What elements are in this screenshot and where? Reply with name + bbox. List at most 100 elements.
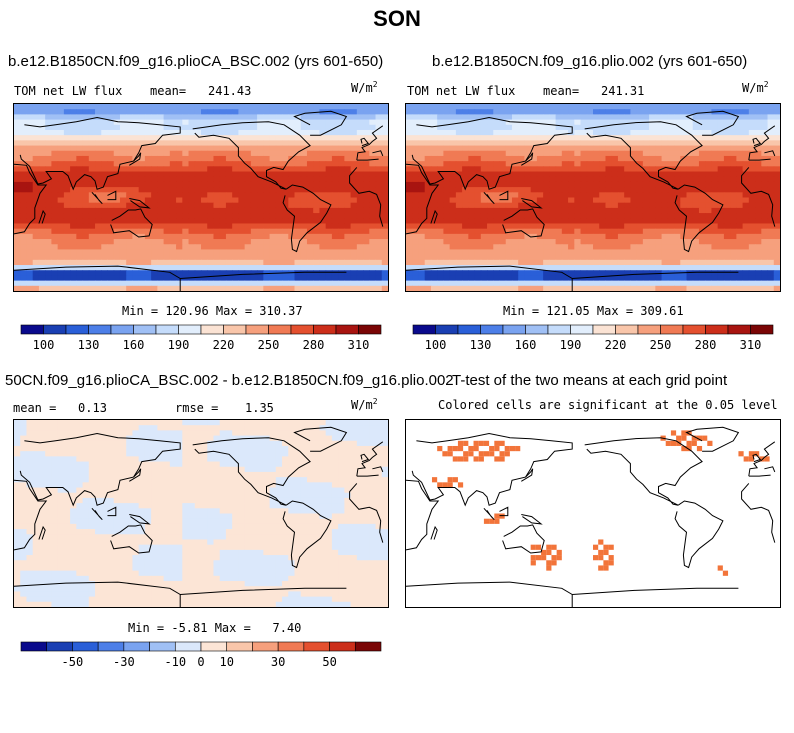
map-bl-cell [144, 420, 152, 426]
map-tr-cell [755, 155, 762, 162]
map-tr-cell [723, 259, 731, 266]
map-tl-cell [250, 244, 258, 250]
map-tr-cell [617, 207, 625, 214]
map-tl-cell [20, 254, 27, 261]
map-bl-cell [194, 430, 202, 437]
map-tr-cell [767, 119, 775, 126]
map-tr-cell [680, 119, 687, 126]
map-tr-cell [555, 270, 563, 276]
map-tl-cell [119, 135, 127, 141]
map-tl-cell [294, 119, 302, 126]
map-tr-cell [424, 244, 432, 250]
map-tr-cell [449, 155, 457, 162]
map-tl-cell [182, 218, 190, 224]
map-bl-cell [119, 420, 127, 426]
map-tl-cell [126, 171, 133, 178]
map-tr-cell [742, 109, 750, 115]
map-tr-cell [593, 218, 600, 224]
map-tl-cell [157, 166, 165, 173]
map-tl-cell [32, 223, 40, 230]
map-tr-cell [555, 104, 563, 110]
map-tl-cell [238, 109, 246, 115]
map-tl-cell [225, 233, 233, 240]
map-tl-cell [356, 140, 364, 147]
map-tl-cell [14, 259, 21, 266]
map-tl-cell [138, 124, 146, 131]
map-tr-cell [736, 104, 744, 110]
map-tl-cell [331, 114, 339, 121]
map-tl-cell [213, 275, 221, 282]
map-tl-cell [344, 140, 352, 147]
map-bl-cell [51, 425, 59, 431]
map-tr-cell [593, 129, 600, 136]
map-bl-cell [313, 461, 320, 468]
map-tl-cell [350, 223, 358, 230]
map-tl-cell [269, 218, 277, 224]
map-tl-cell [369, 249, 377, 256]
map-tl-cell [244, 150, 252, 157]
map-tl-cell [306, 197, 314, 204]
map-bl-cell [182, 461, 190, 468]
map-tr-cell [748, 140, 756, 147]
map-tl-cell [225, 228, 233, 235]
map-tr-cell [518, 213, 525, 219]
map-tl-cell [356, 161, 364, 167]
map-tr-cell [736, 155, 744, 162]
map-tr-cell [761, 150, 769, 157]
map-tr-cell [568, 140, 575, 147]
map-tl-cell [201, 249, 208, 256]
map-bl-cell [32, 435, 40, 442]
map-tl-cell [263, 280, 271, 287]
map-tr-cell [730, 285, 737, 291]
map-tl-cell [313, 202, 320, 209]
map-tl-cell [238, 275, 246, 282]
colorbar-box [155, 324, 179, 335]
map-tl-cell [250, 109, 258, 115]
map-tl-cell [45, 187, 52, 193]
map-tl-cell [176, 197, 183, 204]
map-tr-cell [443, 135, 451, 141]
map-tr-cell [599, 285, 606, 291]
map-tl-cell [157, 155, 165, 162]
map-tr-cell [505, 233, 513, 240]
map-tl-cell [350, 249, 358, 256]
map-tl-cell [344, 166, 352, 173]
map-tl-cell [63, 239, 71, 245]
map-tr-cell [674, 104, 681, 110]
map-tl-cell [201, 254, 208, 261]
map-tl-cell [144, 129, 152, 136]
map-tl-cell [70, 244, 77, 250]
map-tr-cell [767, 207, 775, 214]
map-tl-cell [194, 265, 202, 271]
map-tl-cell [14, 197, 21, 204]
map-tr-cell [711, 280, 719, 287]
map-tr-cell [462, 218, 469, 224]
map-tl-cell [213, 135, 221, 141]
map-tl-cell [32, 285, 40, 291]
map-tl-cell [119, 233, 127, 240]
map-tl-cell [163, 181, 171, 188]
map-tl-cell [282, 104, 289, 110]
map-tr-cell [661, 244, 669, 250]
map-tr-cell [667, 223, 675, 230]
map-tl-cell [319, 161, 327, 167]
map-bl-cell [325, 430, 333, 437]
map-tr-cell [468, 239, 476, 245]
map-tl-cell [144, 223, 152, 230]
map-tr-cell [487, 145, 494, 152]
map-tl-cell [375, 254, 383, 261]
map-tr-cell [655, 187, 663, 193]
map-tl-cell [232, 270, 239, 276]
map-tl-cell [151, 187, 158, 193]
map-tr-cell [474, 218, 482, 224]
map-tl-cell [101, 104, 108, 110]
map-tl-cell [101, 109, 108, 115]
map-tl-cell [232, 155, 239, 162]
map-tl-cell [257, 135, 264, 141]
colorbar-box [178, 324, 202, 335]
map-tr-cell [505, 135, 513, 141]
map-bl-cell [225, 440, 233, 447]
map-tl-cell [238, 197, 246, 204]
map-tl-cell [144, 249, 152, 256]
map-tr-cell [636, 207, 644, 214]
